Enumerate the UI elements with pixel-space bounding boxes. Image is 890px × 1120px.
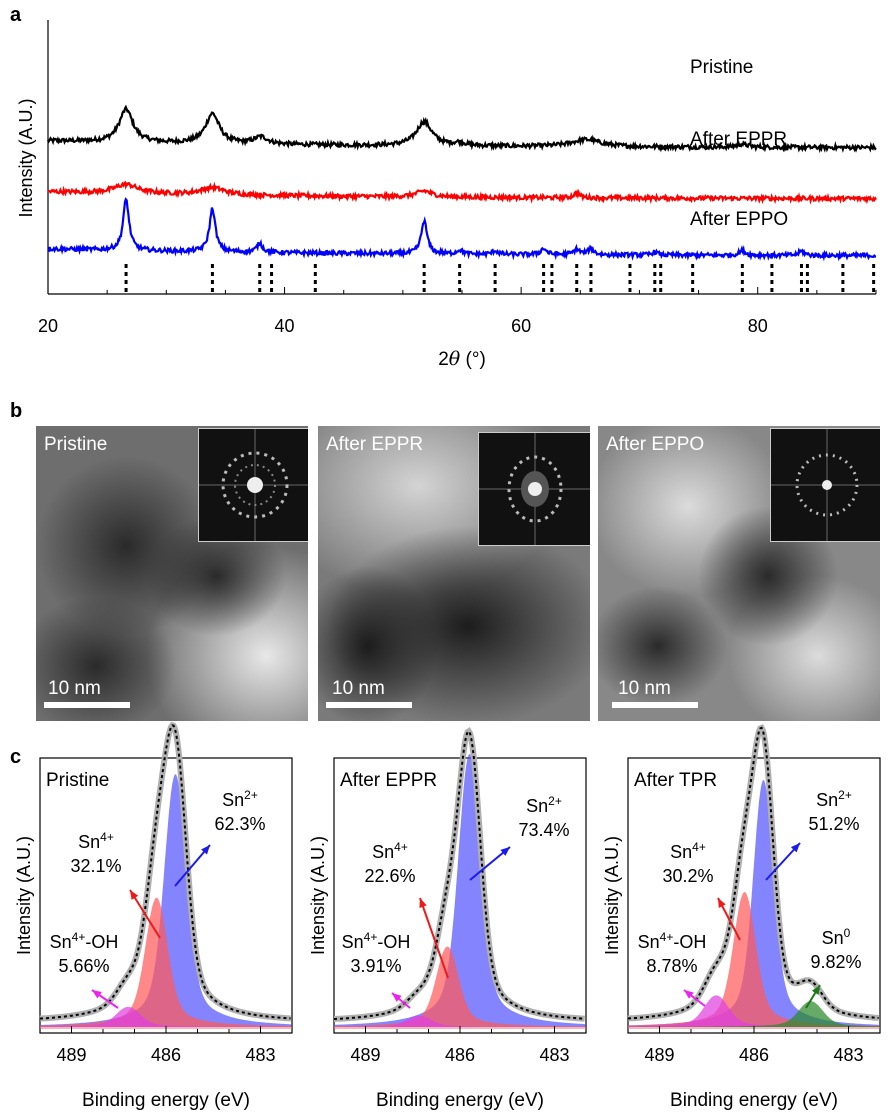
xps-annotation-percent: 73.4% (518, 820, 569, 840)
tem-label-pristine: Pristine (44, 434, 108, 455)
xrd-x-tick-label: 80 (748, 316, 768, 336)
xrd-series-label: After EPPO (690, 209, 788, 230)
xps-component-sn2 (334, 754, 586, 1027)
xps-y-axis-label: Intensity (A.U.) (14, 836, 34, 955)
fft-inset-pristine (198, 428, 308, 542)
xps-annotation-arrowhead (718, 898, 726, 908)
xps-x-axis-label: Binding energy (eV) (670, 1090, 838, 1111)
xps-annotation-species: Sn2+ (526, 794, 562, 816)
xps-annotation-arrowhead (419, 898, 427, 908)
xps-x-tick-label: 483 (539, 1045, 569, 1065)
xps-annotation-percent: 22.6% (364, 866, 415, 886)
panel-label-c: c (10, 746, 22, 768)
xps-fit-envelope (39, 724, 291, 1020)
xps-annotation-percent: 5.66% (58, 956, 109, 976)
tem-image-after-eppr: After EPPR 10 nm (318, 426, 590, 721)
xps-annotation-percent: 9.82% (810, 952, 861, 972)
xps-annotation-arrowhead (130, 890, 139, 900)
xrd-x-tick-label: 60 (511, 316, 531, 336)
xrd-series-line (47, 180, 877, 205)
xps-fit-envelope (334, 729, 585, 1020)
xps-y-axis-label: Intensity (A.U.) (602, 836, 622, 955)
xrd-series-line (47, 197, 877, 262)
tem-label-after-eppo: After EPPO (606, 434, 705, 455)
xps-annotation-species: Sn4+ (78, 830, 114, 852)
xps-annotation-species: Sn4+-OH (50, 930, 119, 952)
xps-annotation-species: Sn2+ (816, 788, 852, 810)
xps-annotation-arrowhead (811, 985, 820, 995)
xrd-series-label: Pristine (690, 57, 753, 78)
panel-label-a: a (10, 4, 22, 26)
xrd-x-axis-label: 2θ (°) (438, 348, 486, 370)
scalebar-pristine (44, 702, 130, 708)
scalebar-text-after-eppo: 10 nm (618, 678, 671, 699)
xps-annotation-arrowhead (684, 990, 694, 999)
scalebar-text-after-eppr: 10 nm (332, 678, 385, 699)
xrd-x-tick-label: 20 (38, 316, 58, 336)
fft-inset-after-eppr (478, 432, 590, 546)
xps-panel-title: After EPPR (340, 770, 437, 791)
xps-annotation-percent: 51.2% (808, 814, 859, 834)
xps-x-tick-label: 483 (245, 1045, 275, 1065)
xps-component-sn0 (628, 1001, 880, 1027)
xrd-series-line (47, 104, 877, 154)
xps-annotation-arrowhead (201, 845, 210, 855)
xps-annotation-percent: 3.91% (350, 956, 401, 976)
xps-component-sn2 (628, 780, 880, 1027)
xps-annotation-arrowhead (500, 847, 510, 856)
tem-image-after-eppo: After EPPO 10 nm (598, 426, 880, 721)
xps-annotation-species: Sn2+ (222, 788, 258, 810)
xps-x-tick-label: 486 (739, 1045, 769, 1065)
xps-panel-title: After TPR (634, 770, 717, 791)
panel-label-b: b (10, 400, 23, 422)
xps-x-tick-label: 486 (151, 1045, 181, 1065)
xps-component-sn4oh (334, 1015, 586, 1027)
xps-annotation-arrowhead (392, 993, 402, 1002)
xps-x-tick-label: 486 (445, 1045, 475, 1065)
xps-annotation-percent: 32.1% (70, 856, 121, 876)
tem-label-after-eppr: After EPPR (326, 434, 424, 455)
xps-x-tick-label: 489 (644, 1045, 674, 1065)
xps-x-tick-label: 489 (350, 1045, 380, 1065)
scalebar-text-pristine: 10 nm (48, 678, 101, 699)
xps-annotation-species: Sn0 (822, 926, 851, 948)
xps-x-axis-label: Binding energy (eV) (376, 1090, 544, 1111)
xps-component-sn2 (40, 774, 292, 1027)
xps-x-tick-label: 483 (833, 1045, 863, 1065)
xps-y-axis-label: Intensity (A.U.) (308, 836, 328, 955)
xps-annotation-percent: 30.2% (662, 866, 713, 886)
xps-x-tick-label: 489 (56, 1045, 86, 1065)
xps-annotation-percent: 62.3% (214, 814, 265, 834)
fft-inset-after-eppo (770, 428, 880, 542)
xps-annotation-species: Sn4+ (372, 840, 408, 862)
xps-x-axis-label: Binding energy (eV) (82, 1090, 250, 1111)
xrd-series-label: After EPPR (690, 129, 787, 150)
xrd-y-axis-label: Intensity (A.U.) (16, 98, 36, 217)
xps-annotation-arrow (419, 897, 449, 979)
xps-annotation-arrowhead (790, 843, 800, 853)
xps-component-sn4 (628, 892, 880, 1027)
xrd-x-tick-label: 40 (275, 316, 295, 336)
tem-image-pristine: Pristine 10 nm (36, 426, 308, 721)
xps-annotation-species: Sn4+-OH (638, 930, 707, 952)
xps-annotation-arrowhead (92, 990, 102, 999)
xps-annotation-arrow (129, 889, 161, 939)
scalebar-after-eppr (326, 702, 412, 708)
xps-component-sn4 (40, 897, 292, 1027)
xps-panel-title: Pristine (46, 770, 109, 791)
scalebar-after-eppo (612, 702, 698, 708)
xps-annotation-percent: 8.78% (646, 956, 697, 976)
xps-annotation-species: Sn4+ (670, 840, 706, 862)
xps-component-sn4 (334, 946, 586, 1027)
xps-annotation-species: Sn4+-OH (342, 930, 411, 952)
xps-fit-envelope (627, 726, 879, 1020)
